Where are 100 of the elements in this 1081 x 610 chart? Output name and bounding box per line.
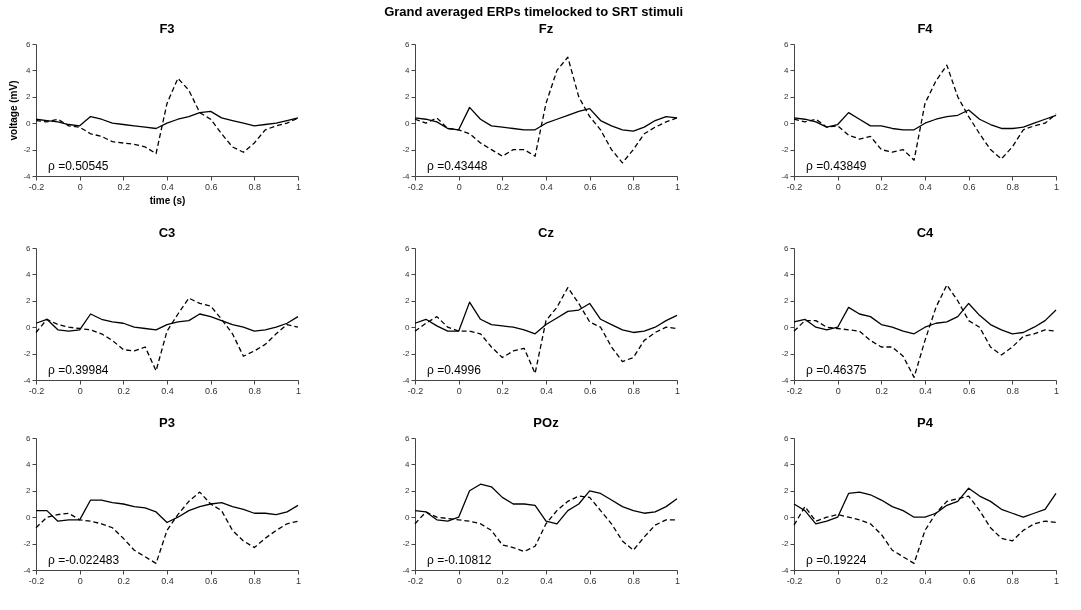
x-tick-label: 0 <box>835 385 841 396</box>
x-tick-label: -0.2 <box>786 385 803 396</box>
x-tick-label: 0.4 <box>540 181 553 192</box>
y-tick-label: -4 <box>781 375 790 385</box>
y-tick-label: 0 <box>26 322 32 332</box>
y-tick-label: -2 <box>23 349 32 359</box>
x-tick-label: 0.8 <box>1006 181 1020 192</box>
x-tick-label: 0.2 <box>875 575 889 586</box>
x-tick-label: -0.2 <box>786 575 803 586</box>
x-tick-label: 0.8 <box>1006 385 1020 396</box>
x-tick-label: 1 <box>674 181 681 192</box>
y-tick-label: 0 <box>26 118 32 128</box>
x-tick-label: 0.6 <box>962 181 976 192</box>
x-tick-label: 0 <box>835 181 841 192</box>
y-tick-label: 0 <box>784 322 790 332</box>
x-tick-label: 0.4 <box>540 385 553 396</box>
chart-title: F4 <box>917 21 934 36</box>
chart-title: P3 <box>159 415 175 430</box>
y-tick-label: 0 <box>405 322 411 332</box>
x-tick-label: 0.2 <box>496 181 510 192</box>
x-tick-label: 0 <box>456 181 462 192</box>
annotation: ρ =0.4996 <box>427 363 482 377</box>
y-tick-label: 4 <box>784 65 790 75</box>
x-tick-label: 0.2 <box>117 575 131 586</box>
chart-title: C4 <box>916 225 935 240</box>
x-tick-label: 0.4 <box>540 575 553 586</box>
y-tick-label: -4 <box>23 375 32 385</box>
y-tick-label: 6 <box>405 243 411 253</box>
x-tick-label: 0.4 <box>161 181 174 192</box>
x-tick-label: 0.8 <box>627 575 641 586</box>
x-tick-label: -0.2 <box>407 181 424 192</box>
y-tick-label: -4 <box>23 171 32 181</box>
x-tick-label: 0 <box>456 385 462 396</box>
x-tick-label: 0.8 <box>1006 575 1020 586</box>
y-tick-label: -4 <box>402 171 411 181</box>
y-tick-label: 2 <box>405 486 411 496</box>
x-tick-label: 0.4 <box>919 181 932 192</box>
chart-title: C3 <box>158 225 176 240</box>
x-tick-label: 1 <box>295 385 302 396</box>
annotation: ρ =0.19224 <box>806 553 867 567</box>
annotation: ρ =-0.10812 <box>427 553 492 567</box>
x-tick-label: 1 <box>295 181 302 192</box>
x-tick-label: 0.2 <box>875 385 889 396</box>
y-tick-label: -2 <box>23 539 32 549</box>
chart-title: Cz <box>538 225 555 240</box>
y-tick-label: 6 <box>26 243 32 253</box>
y-axis-title: voltage (mV) <box>8 80 20 141</box>
x-tick-label: -0.2 <box>407 575 424 586</box>
x-tick-label: 0 <box>77 181 83 192</box>
annotation: ρ =0.39984 <box>48 363 109 377</box>
y-tick-label: -2 <box>402 145 411 155</box>
chart-title: POz <box>533 415 560 430</box>
x-tick-label: 1 <box>1053 181 1060 192</box>
y-tick-label: 6 <box>26 433 32 443</box>
x-tick-label: 0.8 <box>248 575 262 586</box>
y-tick-label: -4 <box>402 375 411 385</box>
x-tick-label: 0 <box>77 385 83 396</box>
x-tick-label: -0.2 <box>407 385 424 396</box>
y-tick-label: 0 <box>405 512 411 522</box>
x-tick-label: 0.4 <box>161 575 174 586</box>
x-tick-label: 0 <box>835 575 841 586</box>
x-tick-label: 0.4 <box>161 385 174 396</box>
x-tick-label: 0.8 <box>248 181 262 192</box>
x-tick-label: -0.2 <box>28 575 45 586</box>
y-tick-label: 0 <box>784 512 790 522</box>
x-tick-label: 1 <box>1053 575 1060 586</box>
x-tick-label: 0.6 <box>583 575 597 586</box>
x-tick-label: 0 <box>456 575 462 586</box>
x-tick-label: 1 <box>674 385 681 396</box>
chart-title: Fz <box>538 21 554 36</box>
annotation: ρ =0.43849 <box>806 159 867 173</box>
y-tick-label: 4 <box>405 269 411 279</box>
y-tick-label: -4 <box>781 171 790 181</box>
x-tick-label: 0.6 <box>204 181 218 192</box>
x-tick-label: 0.6 <box>962 385 976 396</box>
chart-title: P4 <box>917 415 934 430</box>
y-tick-label: 2 <box>784 296 790 306</box>
x-tick-label: 1 <box>295 575 302 586</box>
y-tick-label: 6 <box>405 39 411 49</box>
x-tick-label: 0.2 <box>496 385 510 396</box>
y-tick-label: 0 <box>26 512 32 522</box>
y-tick-label: 2 <box>784 486 790 496</box>
y-tick-label: -2 <box>402 349 411 359</box>
y-tick-label: 6 <box>784 243 790 253</box>
y-tick-label: 0 <box>784 118 790 128</box>
x-tick-label: 0.2 <box>117 181 131 192</box>
y-tick-label: 6 <box>784 433 790 443</box>
annotation: ρ =0.43448 <box>427 159 488 173</box>
chart-title: F3 <box>159 21 175 36</box>
y-tick-label: -2 <box>23 145 32 155</box>
y-tick-label: 2 <box>26 92 32 102</box>
y-tick-label: -4 <box>402 565 411 575</box>
y-tick-label: 2 <box>26 486 32 496</box>
x-tick-label: -0.2 <box>28 181 45 192</box>
x-tick-label: 0.4 <box>919 385 932 396</box>
x-tick-label: 0.6 <box>962 575 976 586</box>
x-axis-title: time (s) <box>149 194 186 206</box>
x-tick-label: 1 <box>1053 385 1060 396</box>
x-tick-label: 0.2 <box>496 575 510 586</box>
text: Grand averaged ERPs timelocked to SRT stimuli <box>384 4 684 19</box>
